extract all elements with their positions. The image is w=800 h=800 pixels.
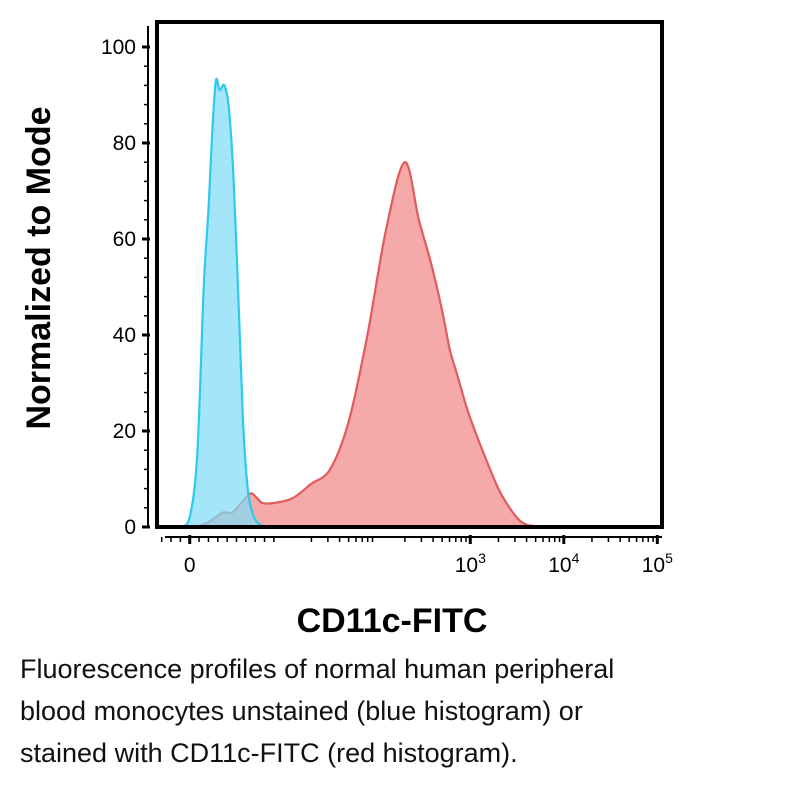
- x-tick-base: 10: [548, 554, 571, 577]
- x-axis-title: CD11c-FITC: [297, 602, 488, 640]
- x-axis: 0 103 104 105: [165, 535, 673, 577]
- x-tick-exponent: 4: [572, 550, 580, 566]
- y-axis-title: Normalized to Mode: [20, 106, 58, 429]
- x-tick-label: 105: [642, 550, 673, 577]
- x-tick-label: 0: [184, 554, 196, 577]
- histogram-series: [181, 77, 546, 529]
- caption-line-3: stained with CD11c-FITC (red histogram).: [20, 738, 518, 768]
- caption-line-1: Fluorescence profiles of normal human pe…: [20, 654, 615, 684]
- histogram-fill-cd11c-fitc: [194, 162, 546, 527]
- x-tick-exponent: 5: [665, 550, 673, 566]
- y-tick-label: 80: [113, 132, 136, 155]
- figure-caption: Fluorescence profiles of normal human pe…: [20, 648, 790, 774]
- y-axis: 0 20 40 60 80 100: [101, 26, 150, 539]
- histogram-fill-unstained: [182, 78, 270, 527]
- y-tick-label: 20: [113, 420, 136, 443]
- plot-frame: [155, 20, 664, 529]
- x-tick-base: 0: [184, 554, 196, 577]
- y-tick-label: 0: [124, 516, 136, 539]
- caption-line-2: blood monocytes unstained (blue histogra…: [20, 696, 583, 726]
- x-tick-exponent: 3: [478, 550, 486, 566]
- histogram-outline-unstained: [181, 77, 270, 529]
- x-tick-label: 103: [455, 550, 486, 577]
- y-tick-label: 40: [113, 324, 136, 347]
- histogram-outline-cd11c-fitc: [194, 161, 546, 529]
- x-tick-base: 10: [642, 554, 665, 577]
- x-tick-base: 10: [455, 554, 478, 577]
- y-tick-label: 100: [101, 36, 136, 59]
- y-tick-label: 60: [113, 228, 136, 251]
- x-tick-label: 104: [548, 550, 579, 577]
